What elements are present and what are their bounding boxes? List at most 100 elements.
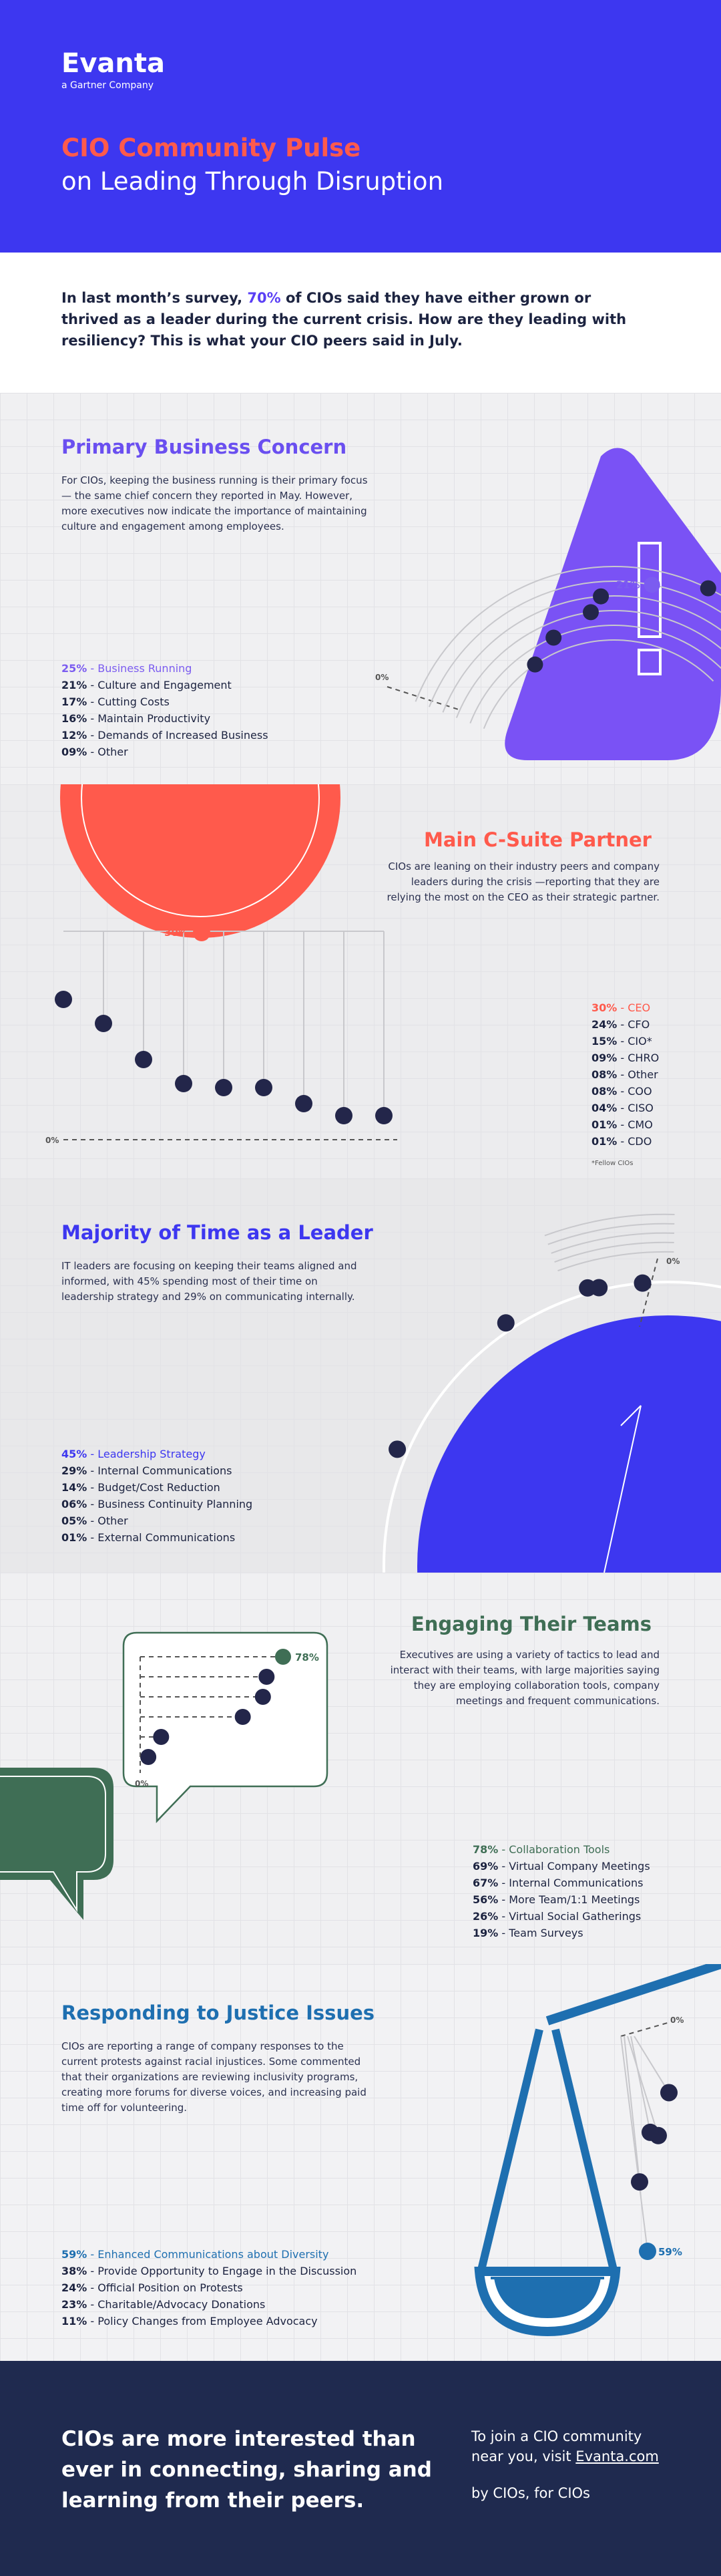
legend-item: 67% - Internal Communications (473, 1875, 650, 1891)
concern-title: Primary Business Concern (61, 436, 347, 458)
evanta-link[interactable]: Evanta.com (575, 2448, 659, 2464)
legend-item: 59% - Enhanced Communications about Dive… (61, 2246, 356, 2263)
time-dot (497, 1314, 515, 1332)
teams-dot (254, 1689, 271, 1705)
time-arc (557, 1251, 674, 1272)
partner-text: CIOs are leaning on their industry peers… (387, 860, 660, 903)
teams-callout: 78% (295, 1651, 319, 1663)
time-arc (547, 1223, 675, 1245)
concern-chart: 0% 21% (375, 448, 721, 760)
partner-ceo-dot (193, 924, 210, 941)
justice-dot (642, 2123, 659, 2141)
teams-dot (234, 1709, 251, 1725)
legend-item: 12% - Demands of Increased Business (61, 727, 268, 744)
legend-label: - Other (87, 1514, 128, 1527)
legend-pct: 01% (591, 1135, 618, 1148)
legend-pct: 01% (61, 1531, 87, 1544)
legend-pct: 16% (61, 712, 87, 725)
partner-dot (255, 1079, 272, 1096)
legend-pct: 12% (61, 729, 87, 742)
legend-pct: 67% (473, 1877, 499, 1889)
justice-string (620, 2036, 648, 2252)
justice-zero-line (620, 2022, 668, 2037)
concern-arc (442, 595, 721, 713)
legend-pct: 08% (591, 1068, 618, 1081)
legend-item: 08% - COO (591, 1083, 659, 1100)
legend-label: - CMO (617, 1118, 653, 1131)
justice-string (634, 2036, 670, 2093)
legend-pct: 05% (61, 1514, 87, 1527)
legend-label: - CDO (617, 1135, 652, 1148)
time-dot (590, 1279, 608, 1297)
intro-section: In last month’s survey, 70% of CIOs said… (0, 253, 721, 393)
legend-item: 24% - CFO (591, 1016, 659, 1033)
legend-item: 24% - Official Position on Protests (61, 2279, 356, 2296)
legend-item: 11% - Policy Changes from Employee Advoc… (61, 2313, 356, 2329)
legend-pct: 29% (61, 1464, 87, 1477)
section-time: 0%45% Majority of Time as a Leader IT le… (0, 1178, 721, 1573)
legend-label: - Other (87, 746, 128, 758)
legend-label: - External Communications (87, 1531, 236, 1544)
justice-legend: 59% - Enhanced Communications about Dive… (61, 2246, 356, 2329)
scale-icon (474, 1964, 721, 2337)
concern-text: For CIOs, keeping the business running i… (61, 474, 368, 532)
teams-dot (275, 1649, 291, 1665)
partner-dot (335, 1107, 352, 1124)
partner-dot (95, 1015, 112, 1032)
teams-dot (140, 1749, 157, 1765)
partner-dot (215, 1079, 232, 1096)
footer-tagline: by CIOs, for CIOs (471, 2485, 590, 2501)
legend-label: - Cutting Costs (87, 695, 170, 708)
legend-label: - CFO (617, 1018, 650, 1031)
time-zero-line (639, 1258, 658, 1327)
partner-zero-label: 0% (45, 1136, 59, 1145)
partner-title: Main C-Suite Partner (423, 828, 652, 851)
section-concern: Primary Business Concern For CIOs, keepi… (0, 393, 721, 784)
legend-pct: 09% (591, 1052, 618, 1064)
legend-label: - Provide Opportunity to Engage in the D… (87, 2265, 357, 2277)
page-subtitle: on Leading Through Disruption (61, 167, 444, 196)
partner-dot (295, 1095, 312, 1112)
legend-item: 04% - CISO (591, 1100, 659, 1116)
intro-pre: In last month’s survey, (61, 290, 248, 306)
speech-bubble-icon (0, 1631, 328, 1920)
legend-label: - Maintain Productivity (87, 712, 211, 725)
legend-pct: 17% (61, 695, 87, 708)
legend-label: - Demands of Increased Business (87, 729, 268, 742)
legend-label: - Other (617, 1068, 658, 1081)
legend-pct: 14% (61, 1481, 87, 1494)
time-text: IT leaders are focusing on keeping their… (61, 1260, 357, 1303)
partner-dot (375, 1107, 393, 1124)
justice-string (624, 2036, 640, 2183)
legend-item: 01% - External Communications (61, 1529, 252, 1546)
concern-callout: 21% (616, 579, 640, 591)
legend-pct: 25% (61, 662, 87, 675)
legend-item: 15% - CIO* (591, 1033, 659, 1050)
footer-join-text: To join a CIO community near you, visit (471, 2428, 642, 2464)
justice-dot (631, 2173, 648, 2191)
legend-label: - Team Surveys (498, 1927, 583, 1939)
time-dot (634, 1274, 652, 1292)
partner-footnote: *Fellow CIOs (591, 1160, 634, 1167)
circle-icon (60, 784, 340, 938)
intro-text: In last month’s survey, 70% of CIOs said… (61, 287, 649, 351)
partner-dot (135, 1051, 152, 1068)
legend-label: - Budget/Cost Reduction (87, 1481, 220, 1494)
legend-pct: 59% (61, 2248, 87, 2261)
legend-item: 26% - Virtual Social Gatherings (473, 1908, 650, 1925)
section-teams: 78% 0% Engaging Their Teams Executives ar… (0, 1573, 721, 1964)
legend-item: 38% - Provide Opportunity to Engage in t… (61, 2263, 356, 2279)
time-title: Majority of Time as a Leader (61, 1221, 373, 1244)
legend-label: - Collaboration Tools (498, 1843, 610, 1856)
partner-dot (175, 1075, 192, 1092)
legend-pct: 11% (61, 2315, 87, 2327)
concern-arc (455, 609, 721, 718)
teams-zero-label: 0% (135, 1779, 148, 1788)
teams-text: Executives are using a variety of tactic… (390, 1649, 660, 1707)
legend-label: - Charitable/Advocacy Donations (87, 2298, 266, 2311)
concern-dot (700, 580, 716, 597)
footer: CIOs are more interested than ever in co… (0, 2361, 721, 2576)
legend-pct: 30% (591, 1001, 618, 1014)
justice-dot (639, 2243, 656, 2260)
legend-pct: 24% (61, 2281, 87, 2294)
